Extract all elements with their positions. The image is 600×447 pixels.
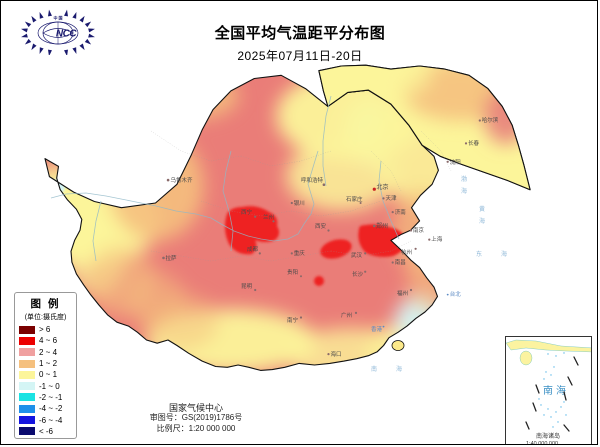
svg-text:海: 海 — [396, 365, 402, 373]
svg-text:西宁: 西宁 — [241, 208, 253, 216]
svg-text:海: 海 — [461, 187, 467, 195]
svg-text:香港: 香港 — [371, 325, 383, 333]
svg-text:昆明: 昆明 — [241, 283, 253, 290]
svg-text:石家庄: 石家庄 — [346, 195, 363, 203]
svg-text:乌鲁木齐: 乌鲁木齐 — [171, 176, 194, 184]
svg-text:西安: 西安 — [315, 222, 327, 230]
svg-text:武汉: 武汉 — [351, 251, 363, 259]
svg-text:郑州: 郑州 — [376, 222, 388, 230]
svg-text:成都: 成都 — [247, 245, 259, 253]
svg-text:南京: 南京 — [413, 226, 425, 234]
svg-text:台北: 台北 — [450, 290, 462, 298]
svg-text:黄: 黄 — [479, 205, 485, 213]
svg-text:南宁: 南宁 — [287, 316, 299, 324]
svg-text:重庆: 重庆 — [294, 249, 306, 257]
svg-text:银川: 银川 — [294, 199, 305, 207]
svg-text:贵阳: 贵阳 — [287, 268, 298, 276]
svg-text:1:40 000 000: 1:40 000 000 — [526, 441, 558, 445]
svg-text:海: 海 — [501, 250, 507, 258]
svg-text:东: 东 — [476, 250, 482, 258]
svg-text:长春: 长春 — [468, 139, 480, 147]
svg-text:北京: 北京 — [377, 183, 389, 191]
svg-text:广州: 广州 — [341, 311, 352, 319]
svg-text:福州: 福州 — [397, 289, 408, 297]
svg-text:沈阳: 沈阳 — [450, 158, 461, 166]
svg-text:拉萨: 拉萨 — [166, 254, 178, 262]
svg-text:哈尔滨: 哈尔滨 — [482, 116, 499, 124]
svg-text:长沙: 长沙 — [352, 270, 364, 278]
svg-text:渤: 渤 — [461, 175, 467, 183]
svg-text:海口: 海口 — [331, 350, 342, 358]
svg-text:呼和浩特: 呼和浩特 — [301, 176, 324, 184]
svg-text:海: 海 — [479, 217, 485, 225]
svg-text:兰州: 兰州 — [263, 213, 274, 221]
svg-text:南昌: 南昌 — [395, 258, 406, 266]
svg-text:南: 南 — [371, 365, 377, 373]
svg-text:上海: 上海 — [431, 235, 443, 243]
svg-text:天津: 天津 — [386, 195, 398, 202]
svg-text:济南: 济南 — [395, 208, 407, 216]
svg-text:杭州: 杭州 — [401, 248, 412, 256]
svg-text:南海诸岛: 南海诸岛 — [536, 432, 560, 440]
